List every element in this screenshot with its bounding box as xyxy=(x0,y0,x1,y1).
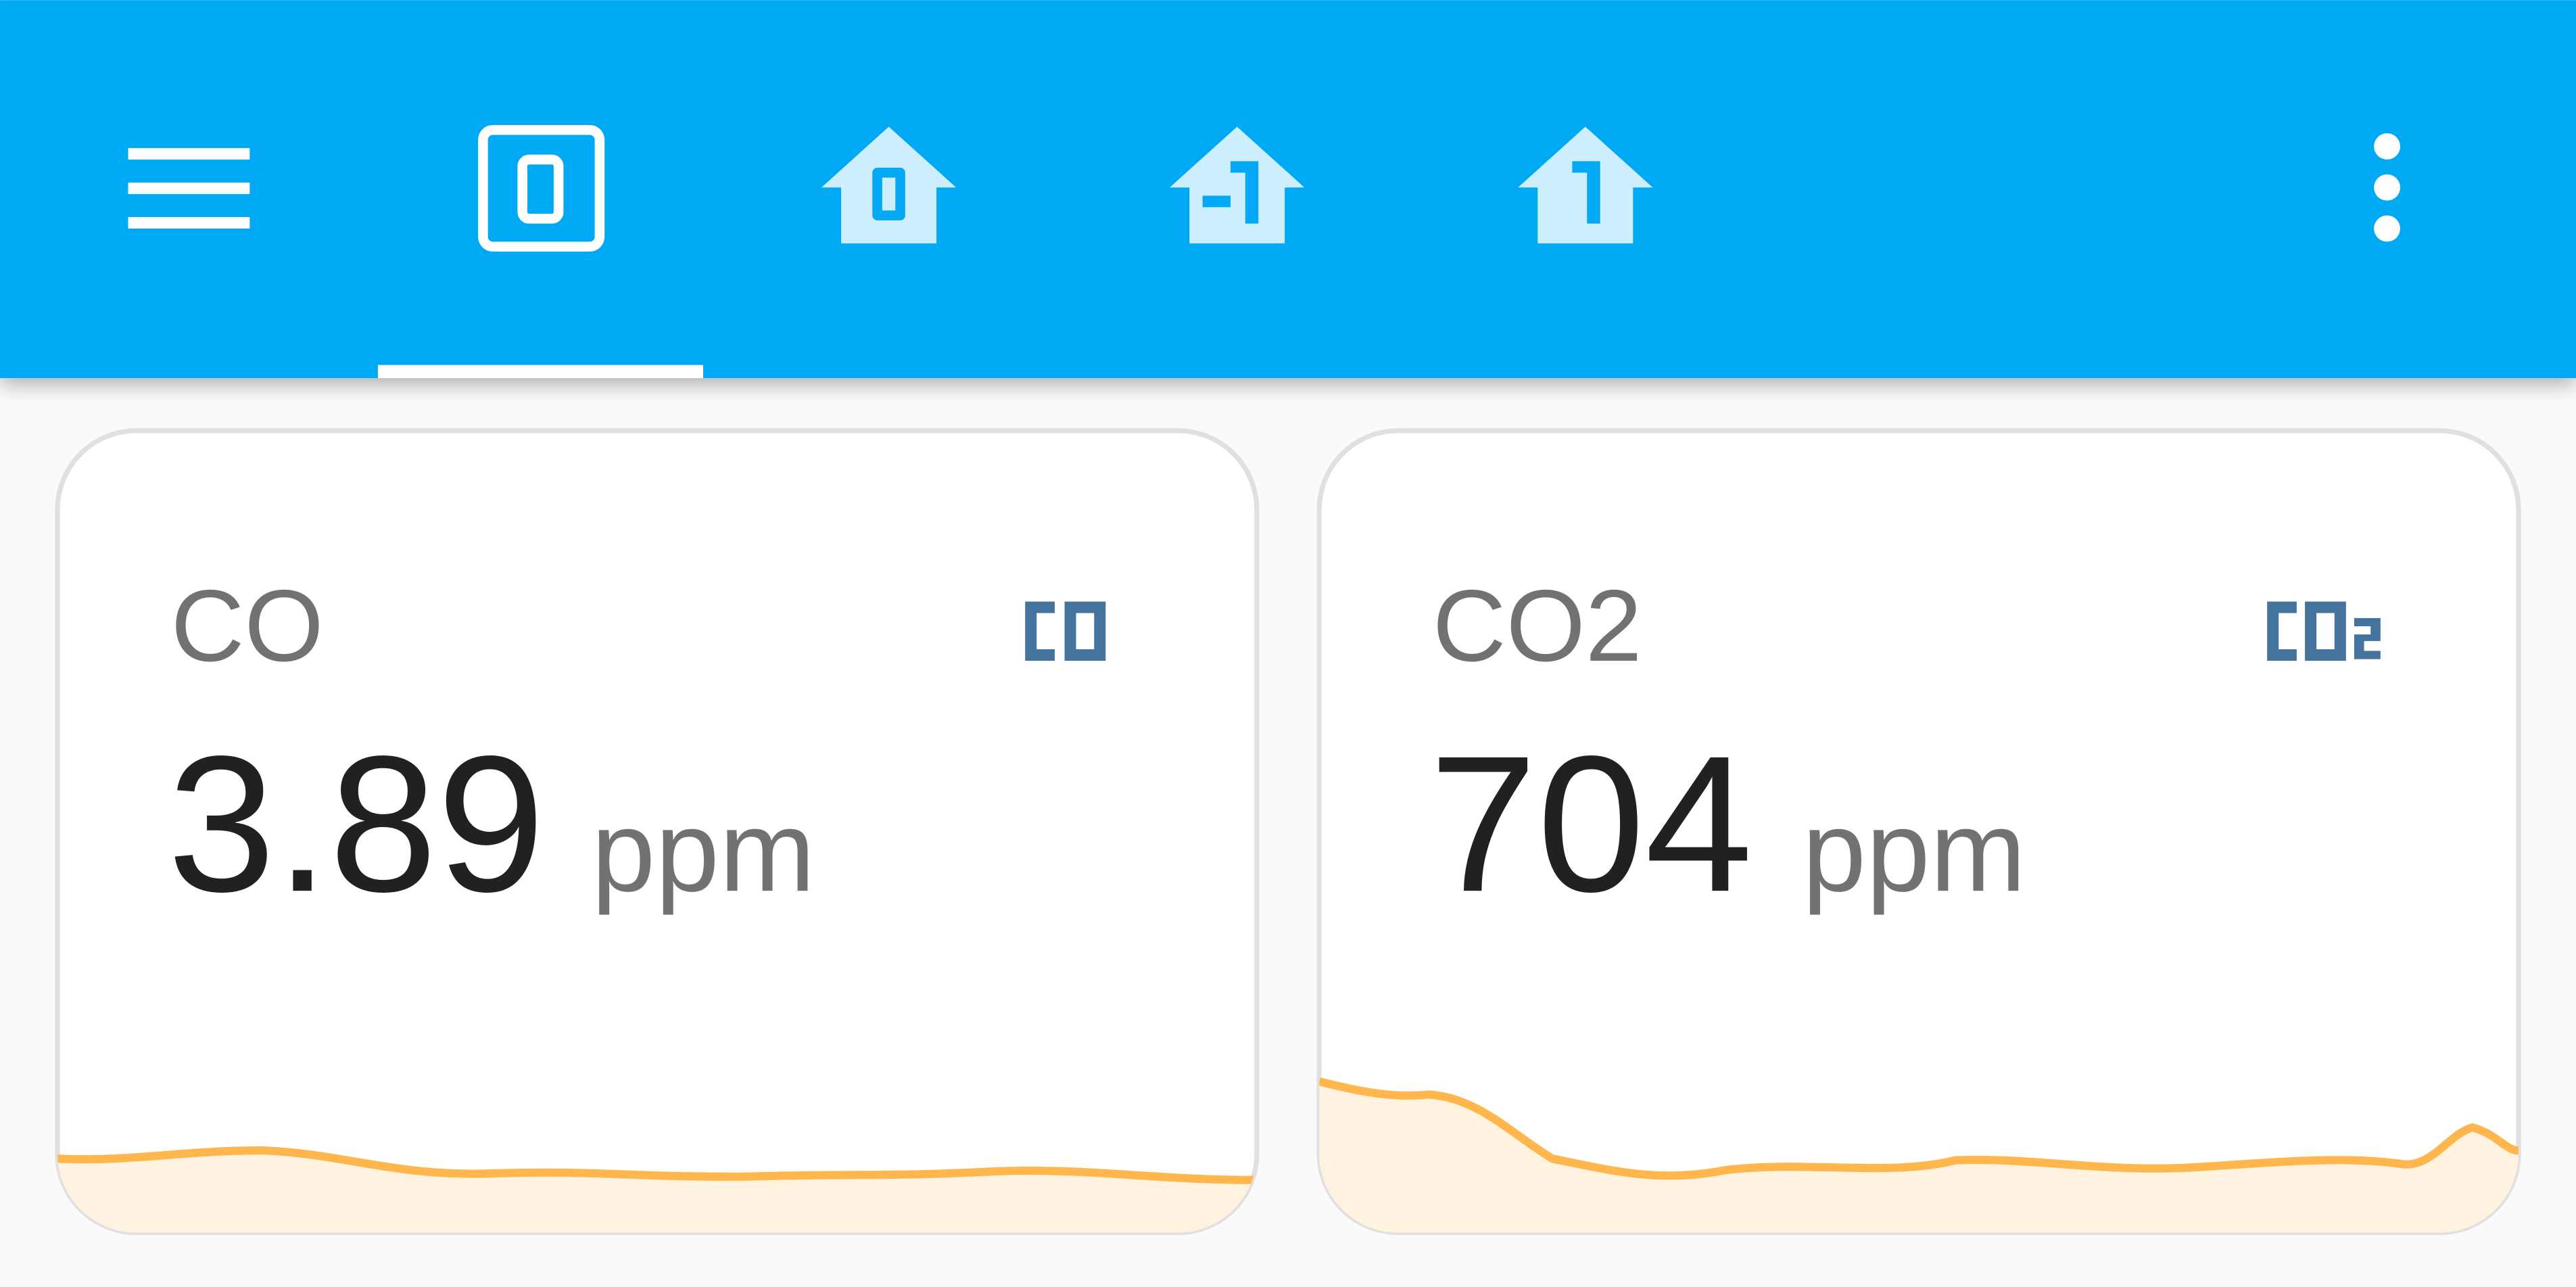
co-icon xyxy=(1025,601,1106,661)
sensor-unit: ppm xyxy=(1803,787,2026,916)
sensor-unit: ppm xyxy=(592,787,815,916)
sparkline xyxy=(1319,1077,2519,1233)
sparkline xyxy=(57,1146,1257,1233)
sensor-name: CO xyxy=(171,569,324,682)
menu-button[interactable] xyxy=(128,147,250,229)
sensor-card[interactable]: CO 3.89 ppm xyxy=(55,428,1260,1249)
sensor-card[interactable]: CO2 704 ppm xyxy=(1316,428,2521,1249)
tab-basement[interactable] xyxy=(1170,126,1305,243)
overflow-menu[interactable] xyxy=(2374,133,2401,242)
tab-indicator xyxy=(377,365,703,379)
sensor-value: 3.89 xyxy=(168,715,545,932)
toolbar xyxy=(0,0,2576,379)
tab-first-floor[interactable] xyxy=(1518,126,1653,243)
co2-icon xyxy=(2267,601,2381,661)
sensor-name: CO2 xyxy=(1433,569,1642,682)
tab-ground-floor[interactable] xyxy=(821,126,957,243)
sensor-value: 704 xyxy=(1429,715,1752,932)
tab-overview[interactable] xyxy=(478,124,605,252)
